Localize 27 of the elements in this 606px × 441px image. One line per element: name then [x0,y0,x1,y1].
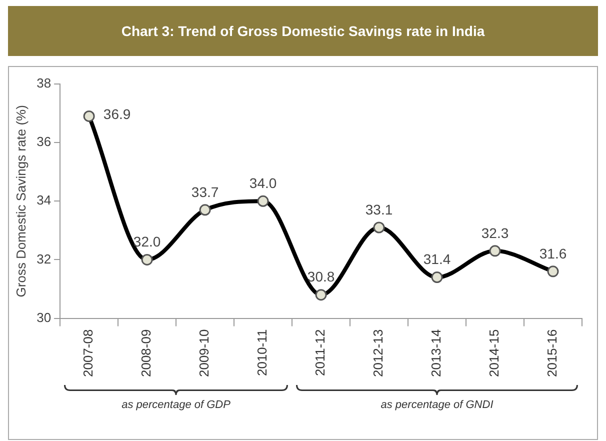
x-tick-label: 2011-12 [312,329,328,376]
y-tick-label: 38 [36,76,52,91]
text: as percentage of GDP [120,399,232,411]
y-tick-label: 30 [36,310,52,325]
y-axis-title: Gross Domestic Savings rate (%) [13,105,28,298]
x-tick-label: 2015-16 [544,329,560,378]
data-label: 32.3 [481,224,509,241]
x-tick-label: 2012-13 [370,329,386,378]
data-label: 30.8 [307,268,335,285]
text: as percentage of GNDI [380,399,494,411]
data-label: 36.9 [103,106,131,122]
y-tick-label: 32 [36,251,52,266]
chart-title: Chart 3: Trend of Gross Domestic Savings rate in India [8,6,598,56]
x-tick-label: 2010-11 [254,329,270,376]
y-tick-label: 36 [36,134,52,150]
data-label: 33.1 [365,201,393,218]
x-tick-label: 2013-14 [428,329,444,378]
x-tick-label: 2008-09 [138,329,154,378]
data-label: 33.7 [191,184,219,200]
data-label: 34.0 [249,175,277,192]
x-tick-label: 2014-15 [486,329,502,378]
x-tick-label: 2007-08 [80,329,96,378]
y-tick-label: 34 [36,192,52,208]
x-tick-label: 2009-10 [196,329,212,378]
data-label: 32.0 [133,234,161,250]
data-label: 31.6 [539,245,567,262]
data-label: 31.4 [423,251,451,268]
